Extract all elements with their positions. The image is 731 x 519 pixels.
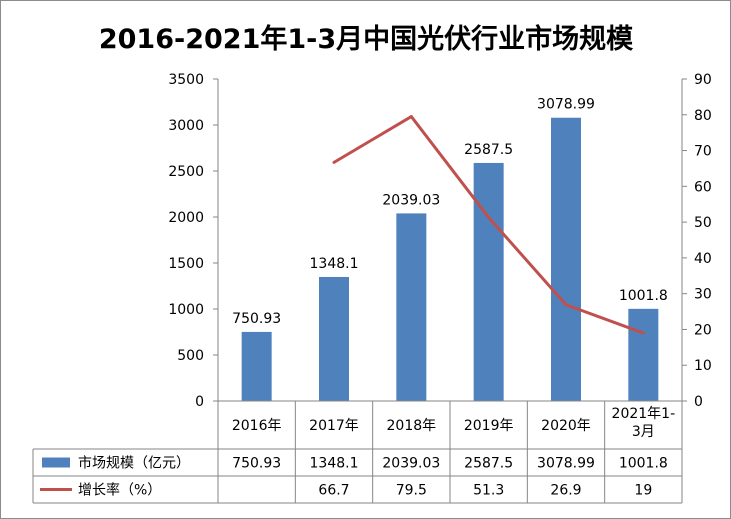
y-right-tick-label: 30: [694, 287, 712, 303]
y-right-tick-label: 80: [694, 108, 712, 124]
y-left-tick-label: 2500: [168, 164, 204, 180]
y-left-tick-label: 3500: [168, 72, 204, 88]
y-right-tick-label: 40: [694, 251, 712, 267]
line-layer: [332, 115, 645, 335]
table-cell-value: 750.93: [232, 456, 281, 472]
data-labels-layer: 750.93 1348.1 2039.03 2587.5 3078.99 1001.8: [232, 97, 668, 327]
data-table: 2016年 2017年 2018年 2019年 2020年 2021年1- 3月市场规模（亿…: [32, 400, 683, 504]
y-left-tick-label: 3000: [168, 118, 204, 134]
category-label: 2017年: [309, 418, 359, 434]
line-point: [564, 303, 568, 307]
bar-data-label: 750.93: [232, 311, 281, 327]
bar-data-label: 1001.8: [619, 288, 668, 304]
y-right-tick-label: 20: [694, 322, 712, 338]
table-cell-value: 26.9: [550, 483, 581, 499]
bar-data-label: 2587.5: [464, 142, 513, 158]
category-label: 2020年: [541, 418, 591, 434]
bar: [551, 117, 581, 402]
y-left-tick-label: 2000: [168, 210, 204, 226]
y-right-tick-label: 90: [694, 72, 712, 88]
category-label-line: 3月: [632, 424, 655, 440]
bar: [628, 308, 659, 401]
table-cell-value: 2039.03: [382, 456, 440, 472]
line-point: [332, 160, 336, 164]
table-cell-value: 51.3: [473, 483, 504, 499]
bar: [396, 213, 427, 401]
category-label: 2021年1- 3月: [612, 406, 676, 440]
legend-bar-swatch: [42, 457, 70, 468]
table-cell-value: 2587.5: [464, 456, 513, 472]
y-left-tick-label: 1000: [168, 302, 204, 318]
category-label-line: 2021年1-: [612, 406, 676, 422]
category-label: 2019年: [464, 418, 514, 434]
y-left-tick-label: 1500: [168, 256, 204, 272]
bar: [473, 162, 504, 401]
y-right-tick-label: 10: [694, 358, 712, 374]
y-right-tick-label: 70: [694, 144, 712, 160]
category-label: 2018年: [387, 418, 437, 434]
y-right-tick-label: 60: [694, 179, 712, 195]
legend-bar-label: 市场规模（亿元）: [78, 455, 190, 472]
axes-layer: 0 500 1000 1500 2000 2500 3000 3500 0 10 20 30 40 50 6…: [168, 72, 711, 410]
bar: [319, 276, 349, 401]
table-cell-value: 3078.99: [537, 456, 595, 472]
line-point: [409, 115, 413, 119]
table-cell-value: 66.7: [318, 483, 349, 499]
line-point: [487, 215, 491, 219]
chart-title: 2016-2021年1-3月中国光伏行业市场规模: [99, 23, 633, 55]
y-left-tick-label: 500: [177, 348, 204, 364]
category-label: 2016年: [232, 418, 282, 434]
y-left-tick-label: 0: [195, 394, 204, 410]
table-cell-value: 79.5: [396, 483, 427, 499]
bar: [241, 331, 272, 401]
line-point: [641, 331, 645, 335]
legend-line-label: 增长率（%）: [78, 482, 161, 499]
bar-data-label: 2039.03: [382, 192, 440, 208]
table-cell-value: 19: [634, 483, 652, 499]
table-cell-value: 1001.8: [619, 456, 668, 472]
y-right-tick-label: 0: [694, 394, 703, 410]
table-cell-value: 1348.1: [310, 456, 359, 472]
bars-layer: [241, 117, 659, 402]
bar-data-label: 1348.1: [310, 256, 359, 272]
bar-data-label: 3078.99: [537, 97, 595, 113]
y-right-tick-label: 50: [694, 215, 712, 231]
